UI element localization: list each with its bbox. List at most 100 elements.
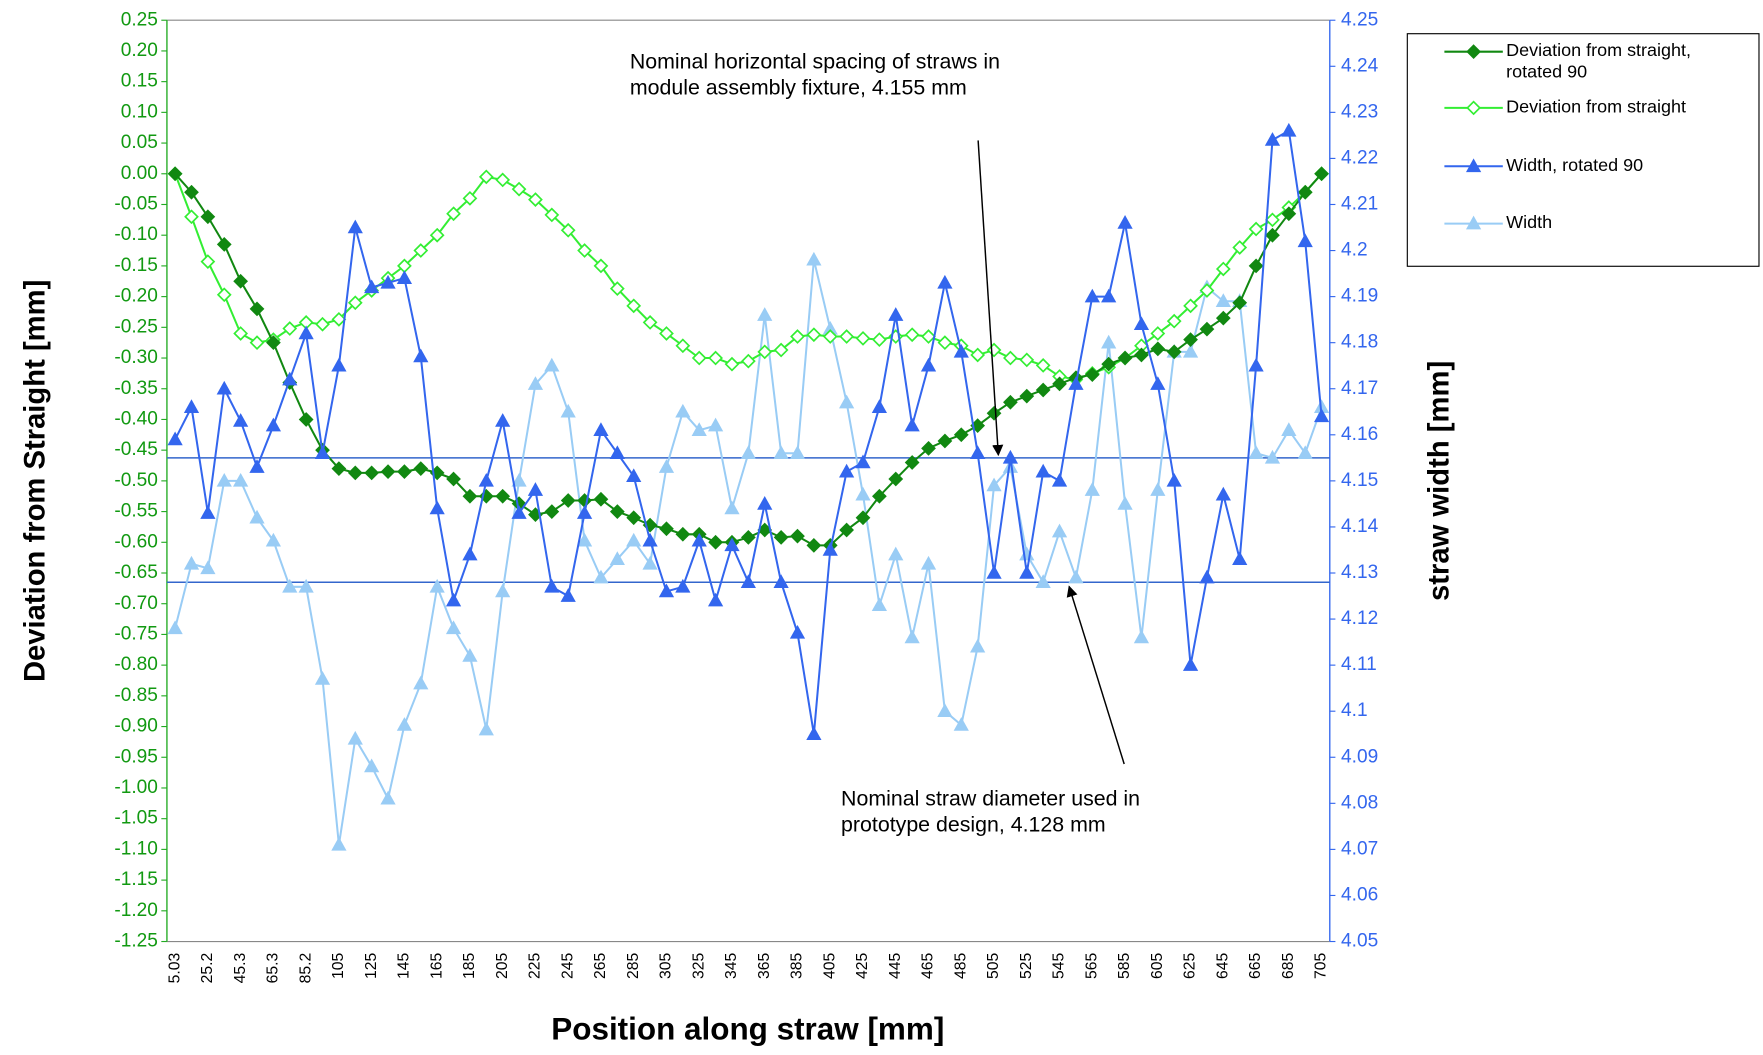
x-tick-label: 265 bbox=[592, 953, 609, 979]
data-point bbox=[1133, 316, 1150, 331]
data-point bbox=[282, 578, 298, 593]
data-point bbox=[397, 464, 412, 480]
data-point bbox=[462, 648, 478, 662]
data-point bbox=[789, 624, 806, 639]
data-point bbox=[1314, 166, 1329, 182]
x-tick-label: 685 bbox=[1280, 953, 1297, 979]
data-point bbox=[1051, 472, 1068, 487]
data-point bbox=[1101, 288, 1117, 303]
data-point bbox=[937, 274, 953, 289]
data-point bbox=[1281, 422, 1297, 436]
data-point bbox=[528, 192, 543, 207]
data-point bbox=[593, 258, 609, 274]
y-tick-label: -0.45 bbox=[114, 439, 158, 460]
data-point bbox=[921, 329, 936, 344]
data-point bbox=[413, 243, 429, 258]
data-point bbox=[380, 274, 396, 289]
data-point bbox=[691, 422, 707, 436]
data-point bbox=[626, 510, 642, 526]
data-point bbox=[1068, 569, 1084, 584]
y2-tick-label: 4.14 bbox=[1341, 516, 1379, 537]
data-point bbox=[1150, 341, 1166, 357]
data-point bbox=[544, 207, 560, 223]
data-point bbox=[216, 380, 232, 395]
data-point bbox=[937, 703, 953, 717]
data-point bbox=[413, 461, 429, 476]
annotation-box: Nominal horizontal spacing of straws in … bbox=[630, 51, 1000, 100]
y-tick-label: -1.15 bbox=[114, 869, 158, 890]
y-tick-label: 0.25 bbox=[121, 9, 158, 30]
data-point bbox=[1084, 288, 1100, 303]
data-point bbox=[757, 344, 773, 360]
data-point bbox=[1035, 463, 1051, 478]
data-point bbox=[396, 717, 413, 731]
data-point bbox=[675, 338, 691, 354]
data-point bbox=[789, 445, 806, 460]
data-point bbox=[1101, 356, 1117, 372]
data-point bbox=[626, 468, 642, 483]
data-point bbox=[659, 326, 674, 341]
data-point bbox=[839, 463, 855, 478]
data-point bbox=[1232, 551, 1248, 565]
data-point bbox=[1051, 523, 1068, 538]
x-tick-label: 665 bbox=[1247, 953, 1264, 979]
y2-tick-label: 4.05 bbox=[1341, 931, 1378, 952]
y-tick-label: -1.20 bbox=[114, 900, 158, 921]
data-point bbox=[740, 530, 756, 545]
data-point bbox=[380, 464, 396, 480]
data-point bbox=[495, 488, 511, 504]
y2-tick-label: 4.13 bbox=[1341, 562, 1378, 583]
data-point bbox=[282, 321, 298, 336]
data-point bbox=[184, 209, 199, 225]
y-tick-label: -0.60 bbox=[114, 531, 158, 552]
data-point bbox=[855, 454, 871, 469]
data-point bbox=[200, 209, 216, 225]
y-tick-label: -0.40 bbox=[114, 409, 158, 430]
y-tick-label: -0.05 bbox=[114, 194, 158, 215]
x-tick-label: 45.3 bbox=[232, 953, 249, 984]
y-tick-label: -0.25 bbox=[114, 316, 158, 337]
data-point bbox=[331, 836, 347, 851]
data-point bbox=[1117, 495, 1133, 510]
data-point bbox=[478, 169, 494, 185]
legend-box bbox=[1406, 33, 1760, 267]
legend-entry: Deviation from straight bbox=[1506, 98, 1686, 117]
data-point bbox=[265, 532, 282, 547]
y2-tick-label: 4.19 bbox=[1341, 286, 1378, 307]
data-point bbox=[593, 491, 609, 507]
data-point bbox=[1232, 295, 1248, 311]
y-tick-label: 0.10 bbox=[121, 101, 158, 122]
data-point bbox=[855, 331, 871, 346]
data-point bbox=[740, 445, 756, 460]
y2-tick-label: 4.08 bbox=[1341, 792, 1378, 813]
y-tick-label: -0.95 bbox=[114, 746, 158, 767]
data-point bbox=[839, 329, 855, 344]
data-point bbox=[1264, 449, 1281, 464]
y2-tick-label: 4.17 bbox=[1341, 378, 1378, 399]
y2-tick-label: 4.24 bbox=[1341, 55, 1379, 76]
data-point bbox=[953, 343, 969, 358]
data-point bbox=[707, 417, 724, 432]
y-tick-label: -1.05 bbox=[114, 808, 158, 829]
data-point bbox=[249, 509, 265, 524]
data-point bbox=[265, 417, 282, 432]
x-tick-label: 465 bbox=[920, 953, 937, 979]
x-tick-label: 25.2 bbox=[199, 953, 216, 984]
y-tick-label: -0.50 bbox=[114, 470, 158, 491]
data-point bbox=[233, 413, 249, 427]
data-point bbox=[1199, 321, 1215, 337]
x-tick-label: 325 bbox=[690, 953, 707, 979]
data-point bbox=[1150, 326, 1166, 341]
x-tick-label: 205 bbox=[494, 953, 511, 979]
data-point bbox=[1297, 233, 1313, 248]
data-point bbox=[560, 493, 576, 508]
legend-entry: Width, rotated 90 bbox=[1506, 156, 1643, 175]
data-point bbox=[347, 295, 363, 311]
data-point bbox=[970, 445, 986, 460]
data-point bbox=[511, 472, 527, 487]
data-point bbox=[872, 332, 887, 347]
data-point bbox=[577, 243, 592, 258]
y-tick-label: -0.70 bbox=[114, 593, 158, 614]
y2-tick-label: 4.2 bbox=[1341, 240, 1368, 261]
data-point bbox=[544, 504, 560, 519]
